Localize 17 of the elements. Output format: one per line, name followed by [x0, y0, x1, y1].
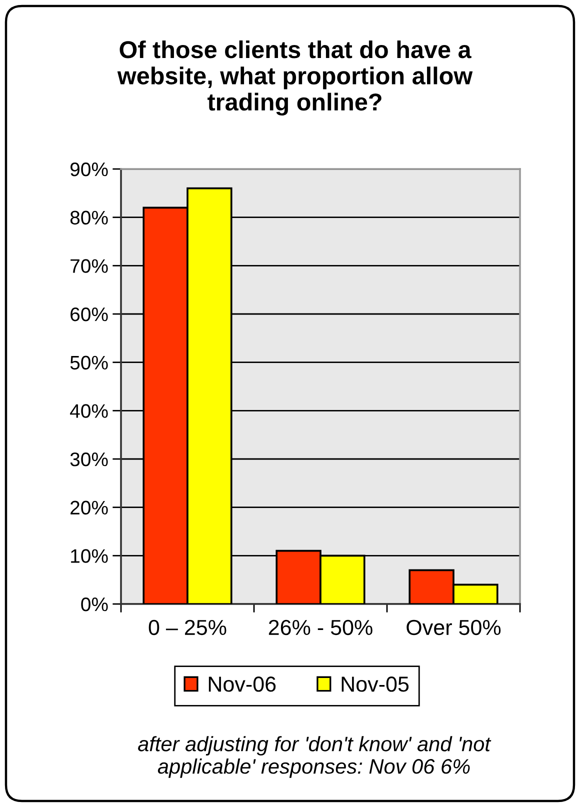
x-tick-label: 26% - 50% [268, 620, 372, 636]
y-tick-label: 0% [81, 597, 108, 612]
y-tick-label: 30% [70, 452, 108, 466]
y-tick-label: 60% [70, 307, 108, 322]
y-tick-label: 20% [70, 500, 108, 515]
x-tick-label: 0 – 25% [148, 620, 226, 636]
legend-label: Nov-06 [208, 676, 276, 692]
chart-title: Of those clients that do have a website, what proportion allow trading online? [117, 40, 473, 116]
legend-label: Nov-05 [342, 676, 409, 692]
text: after adjusting for 'don't know' and 'not applicable' responses: Nov 06 6% [138, 736, 492, 778]
y-tick-label: 70% [70, 259, 108, 273]
y-tick-label: 90% [70, 162, 108, 176]
y-tick-label: 50% [70, 356, 108, 370]
y-tick-label: 40% [70, 404, 108, 418]
y-tick-label: 10% [71, 549, 108, 563]
y-tick-label: 80% [70, 210, 108, 225]
x-tick-label: Over 50% [406, 620, 501, 636]
